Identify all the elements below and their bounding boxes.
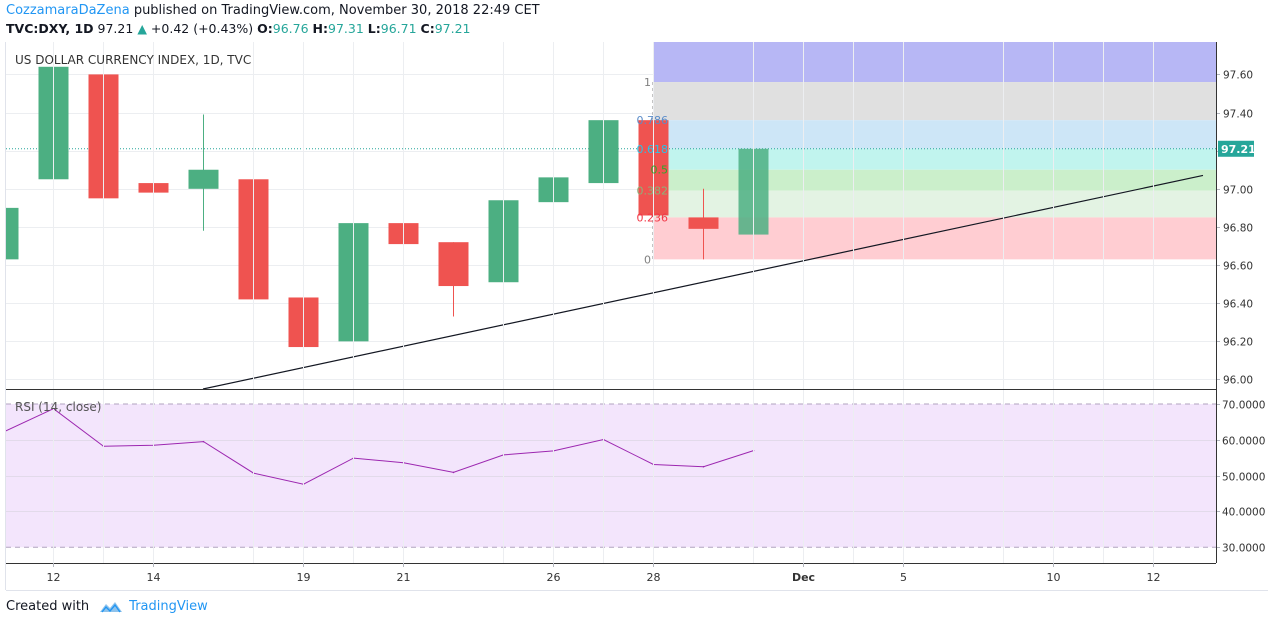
fib-level-label: 1 bbox=[644, 76, 651, 89]
fib-band-top bbox=[653, 42, 1216, 83]
fib-level-label: 0.382 bbox=[637, 185, 669, 198]
candle-body bbox=[688, 217, 719, 229]
fib-level-label: 0.5 bbox=[651, 164, 669, 177]
published-text: published on TradingView.com, November 3… bbox=[133, 3, 540, 18]
x-tick-label: 12 bbox=[47, 571, 61, 584]
rsi-point bbox=[202, 440, 205, 443]
rsi-pane bbox=[3, 403, 1216, 548]
fib-band bbox=[653, 82, 1216, 121]
rsi-title: RSI (14, close) bbox=[15, 400, 101, 414]
fib-band bbox=[653, 190, 1216, 218]
x-tick-label: 28 bbox=[647, 571, 661, 584]
chart-title: US DOLLAR CURRENCY INDEX, 1D, TVC bbox=[15, 53, 251, 67]
x-tick-label: 21 bbox=[397, 571, 411, 584]
fib-level-label: 0 bbox=[644, 253, 651, 266]
y-tick-label: 97.40 bbox=[1223, 109, 1253, 121]
high-label: H: bbox=[312, 21, 328, 36]
x-tick-label: 5 bbox=[900, 571, 907, 584]
open-value: 96.76 bbox=[272, 21, 309, 36]
fib-band bbox=[653, 120, 1216, 149]
rsi-line bbox=[6, 408, 754, 485]
x-tick-label: 12 bbox=[1147, 571, 1161, 584]
tradingview-link[interactable]: TradingView bbox=[129, 599, 208, 614]
x-tick-label: 19 bbox=[297, 571, 311, 584]
author-link[interactable]: CozzamaraDaZena bbox=[6, 3, 130, 18]
y-tick-label: 97.00 bbox=[1223, 185, 1253, 197]
open-label: O: bbox=[257, 21, 273, 36]
fib-level-label: 0.236 bbox=[637, 211, 669, 224]
y-tick-label: 97.60 bbox=[1223, 70, 1253, 82]
rsi-point bbox=[452, 471, 455, 474]
x-tick-label: Dec bbox=[792, 571, 815, 584]
x-tick-label: 14 bbox=[147, 571, 161, 584]
fib-level-label: 0.618 bbox=[637, 143, 669, 156]
footer: Created with TradingView bbox=[6, 599, 208, 614]
last-price-badge bbox=[1218, 140, 1254, 157]
close-value: 97.21 bbox=[434, 21, 471, 36]
candle-body bbox=[6, 207, 19, 260]
y-tick-label: 96.40 bbox=[1223, 299, 1253, 311]
publish-info: CozzamaraDaZena published on TradingView… bbox=[6, 3, 540, 18]
rsi-y-tick-label: 60.0000 bbox=[1222, 436, 1265, 448]
high-value: 97.31 bbox=[328, 21, 364, 36]
fib-band bbox=[653, 148, 1216, 170]
rsi-y-tick-label: 40.0000 bbox=[1222, 507, 1265, 519]
rsi-band bbox=[6, 404, 1216, 548]
fib-level-label: 0.786 bbox=[637, 114, 669, 127]
low-label: L: bbox=[367, 21, 381, 36]
last-price: 97.21 bbox=[97, 21, 134, 36]
rsi-y-tick-label: 70.0000 bbox=[1222, 400, 1265, 412]
x-tick-label: 26 bbox=[547, 571, 561, 584]
rsi-y-tick-label: 50.0000 bbox=[1222, 472, 1265, 484]
main-pane bbox=[6, 42, 1216, 389]
last-price-badge-label: 97.21 bbox=[1221, 143, 1256, 156]
x-tick-label: 10 bbox=[1047, 571, 1061, 584]
candle-body bbox=[438, 242, 469, 287]
y-tick-label: 96.20 bbox=[1223, 337, 1253, 349]
y-tick-label: 96.80 bbox=[1223, 223, 1253, 235]
symbol-info: TVC:DXY, 1D 97.21 ▲ +0.42 (+0.43%) O:96.… bbox=[6, 21, 471, 36]
symbol-label: TVC:DXY, 1D bbox=[6, 21, 94, 36]
low-value: 96.71 bbox=[380, 21, 417, 36]
y-tick-label: 96.00 bbox=[1223, 375, 1253, 387]
trend-line bbox=[202, 174, 1204, 389]
candle-body bbox=[188, 169, 219, 189]
close-label: C: bbox=[420, 21, 435, 36]
fib-band bbox=[653, 169, 1216, 191]
rsi-point bbox=[702, 465, 705, 468]
rsi-point bbox=[3, 431, 5, 433]
rsi-y-tick-label: 30.0000 bbox=[1222, 543, 1265, 555]
y-tick-label: 96.60 bbox=[1223, 261, 1253, 273]
up-arrow-icon: ▲ bbox=[137, 21, 147, 36]
tradingview-logo-icon bbox=[100, 601, 123, 612]
price-change: +0.42 (+0.43%) bbox=[150, 21, 254, 36]
created-with-text: Created with bbox=[6, 599, 90, 614]
fib-band bbox=[653, 217, 1216, 260]
